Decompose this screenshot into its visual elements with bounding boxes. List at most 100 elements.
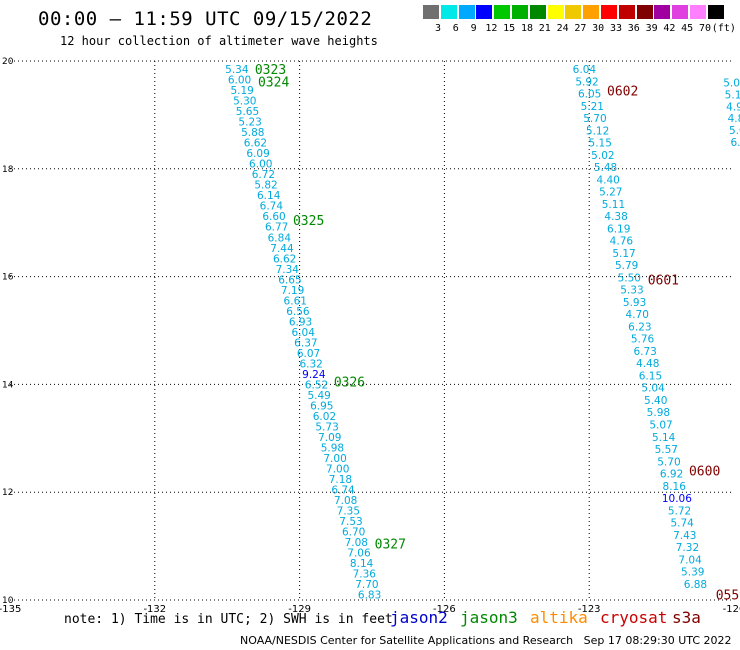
wave-height-value: 5.19	[230, 85, 253, 97]
wave-height-value: 6.15	[639, 370, 662, 382]
wave-height-value: 6.04	[292, 327, 316, 339]
wave-height-value: 9.24	[302, 369, 326, 381]
wave-height-value: 6.83	[358, 590, 381, 602]
y-tick-label: 10	[2, 596, 14, 606]
wave-height-value: 7.08	[334, 495, 357, 507]
wave-height-value: 5.72	[668, 505, 691, 517]
page-title: 00:00 — 11:59 UTC 09/15/2022	[38, 8, 373, 30]
wave-height-value: 6.62	[273, 253, 296, 265]
color-scale-label: 18	[520, 23, 534, 34]
wave-height-value: 5.79	[615, 260, 638, 272]
wave-height-value: 7.53	[339, 516, 362, 528]
y-tick-label: 14	[2, 380, 14, 390]
wave-height-value: 7.08	[345, 537, 368, 549]
x-tick-label: -123	[578, 604, 601, 615]
wave-height-value: 7.19	[281, 285, 304, 297]
wave-height-value: 6.23	[628, 321, 651, 333]
wave-height-value: 5.73	[315, 421, 338, 433]
wave-height-value: 6.95	[310, 400, 333, 412]
wave-height-value: 5.98	[647, 407, 670, 419]
wave-height-value: 6.74	[260, 201, 284, 213]
color-scale-label: 12	[485, 23, 498, 34]
x-tick-label: -120	[723, 604, 740, 615]
wave-height-value: 5.07	[649, 420, 672, 432]
wave-height-value: 7.44	[270, 243, 294, 255]
wave-height-value: 6.73	[633, 346, 656, 358]
wave-height-value: 7.36	[353, 569, 377, 581]
x-tick-label: -129	[288, 604, 311, 615]
legend-s3a: s3a	[672, 608, 701, 627]
wave-height-value: 5.0	[729, 125, 740, 137]
wave-height-value: 5.48	[594, 162, 617, 174]
color-swatch	[636, 5, 653, 19]
color-scale-label: 21	[538, 23, 551, 34]
color-scale-label: 39	[645, 23, 658, 34]
legend-jason2: jason2	[390, 608, 448, 627]
pass-time-label: 0601	[648, 273, 679, 288]
wave-height-value: 10.06	[662, 493, 692, 505]
wave-height-value: 5.93	[623, 297, 646, 309]
pass-time-label: 0600	[689, 465, 720, 480]
wave-height-value: 6.70	[342, 527, 365, 539]
x-tick-label: -126	[433, 604, 456, 615]
wave-height-value: 5.34	[225, 64, 249, 76]
wave-height-value: 5.33	[620, 285, 643, 297]
color-scale-label: 15	[503, 23, 516, 34]
footer-note: note: 1) Time is in UTC; 2) SWH is in fe…	[64, 612, 393, 627]
pass-time-label: 0559	[716, 589, 740, 604]
color-swatch	[601, 5, 617, 19]
wave-height-value: 5.65	[236, 106, 259, 118]
wave-height-value: 4.40	[596, 174, 619, 186]
wave-height-value: 6.00	[228, 75, 251, 87]
x-tick-label: -132	[143, 604, 166, 615]
color-swatch	[654, 5, 671, 19]
wave-height-value: 5.1	[725, 89, 740, 101]
wave-height-value: 6.72	[252, 169, 275, 181]
wave-height-value: 6.93	[289, 316, 312, 328]
wave-height-value: 7.00	[323, 453, 346, 465]
credit-line: NOAA/NESDIS Center for Satellite Applica…	[240, 634, 732, 647]
pass-time-label: 0324	[258, 75, 289, 90]
color-swatch	[672, 5, 689, 19]
wave-height-value: 6.09	[246, 148, 269, 160]
wave-height-value: 5.14	[652, 432, 676, 444]
pass-time-label: 0323	[255, 63, 286, 78]
wave-height-value: 7.34	[276, 264, 300, 276]
wave-height-value: 4.8	[728, 113, 740, 125]
color-scale-label: 3	[434, 23, 442, 34]
wave-height-value: 5.27	[599, 187, 622, 199]
x-tick-label: -135	[0, 604, 21, 615]
wave-height-value: 4.38	[604, 211, 627, 223]
wave-height-value: 6.77	[265, 222, 288, 234]
wave-height-value: 5.70	[583, 113, 606, 125]
color-swatch	[547, 5, 564, 19]
wave-height-value: 8.14	[350, 558, 374, 570]
wave-height-value: 6.56	[286, 306, 310, 318]
wave-height-value: 5.57	[655, 444, 678, 456]
color-scale-label: 45	[681, 23, 694, 34]
wave-height-value: 6.32	[299, 358, 322, 370]
wave-height-value: 7.04	[678, 554, 702, 566]
wave-height-value: 4.70	[626, 309, 649, 321]
wave-height-value: 5.50	[618, 272, 641, 284]
wave-height-value: 5.92	[575, 76, 598, 88]
wave-height-value: 7.00	[326, 463, 349, 475]
y-tick-label: 12	[2, 488, 13, 498]
wave-height-value: 6.62	[244, 138, 267, 150]
wave-height-value: 5.02	[591, 150, 614, 162]
wave-height-value: 7.70	[355, 579, 378, 591]
legend-cryosat: cryosat	[600, 608, 668, 627]
wave-height-value: 7.06	[347, 548, 371, 560]
color-scale-label: (ft)	[711, 23, 736, 34]
color-scale-label: 9	[470, 23, 477, 34]
wave-height-value: 5.0	[723, 78, 740, 90]
pass-time-label: 0325	[293, 214, 324, 229]
wave-height-value: 4.9	[726, 101, 740, 113]
wave-height-value: 4.76	[610, 236, 634, 248]
y-tick-label: 18	[2, 165, 14, 175]
color-swatch	[512, 5, 528, 19]
wave-height-value: 7.43	[673, 530, 696, 542]
color-scale-label: 70	[698, 23, 712, 34]
wave-height-value: 6.19	[607, 223, 630, 235]
wave-height-value: 5.70	[657, 456, 680, 468]
